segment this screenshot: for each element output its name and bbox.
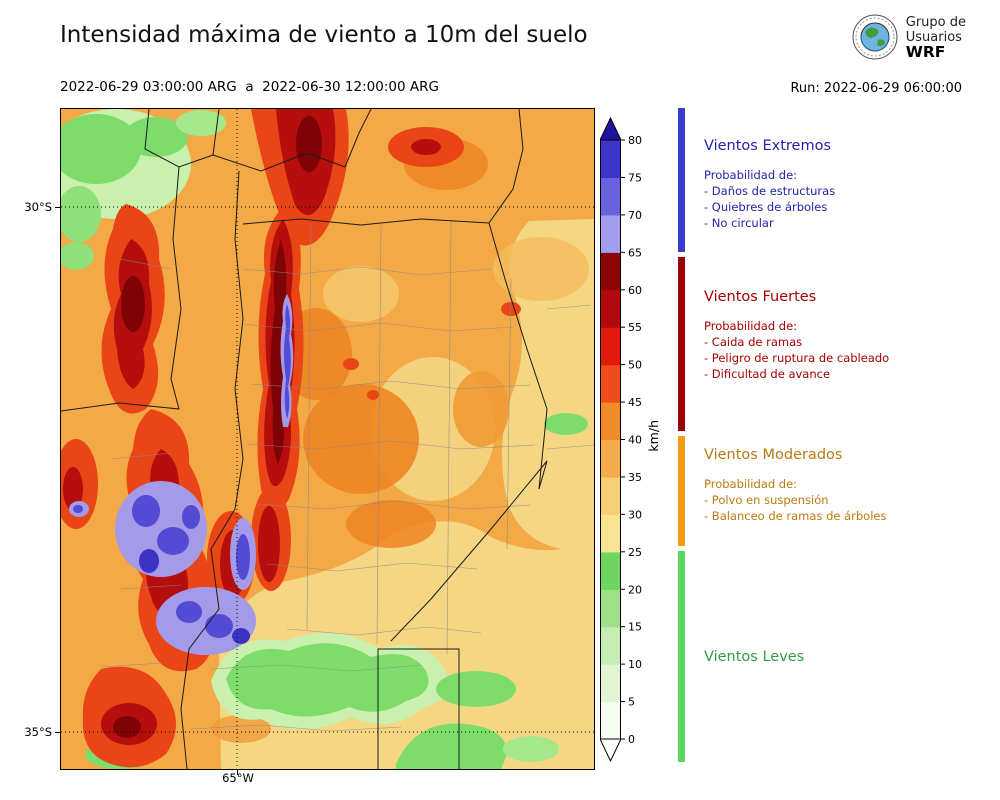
legend-item: - Polvo en suspensión bbox=[704, 493, 829, 507]
valid-date-range: 2022-06-29 03:00:00 ARG a 2022-06-30 12:… bbox=[60, 79, 439, 95]
model-run-label: Run: 2022-06-29 06:00:00 bbox=[790, 81, 962, 96]
legend-heading-fuertes: Vientos Fuertes bbox=[704, 289, 817, 305]
legend-bar-3 bbox=[678, 551, 685, 762]
svg-text:65: 65 bbox=[628, 246, 642, 259]
logo-wrf-label: WRF bbox=[905, 42, 946, 61]
wind-intensity-map bbox=[60, 108, 595, 770]
svg-text:20: 20 bbox=[628, 583, 642, 596]
wind-map-graphic bbox=[61, 109, 594, 769]
legend-item: - No circular bbox=[704, 216, 774, 230]
legend-section-0: Vientos Extremos Probabilidad de: - Daño… bbox=[704, 138, 989, 231]
globe-icon bbox=[852, 14, 898, 60]
legend-heading-leves: Vientos Leves bbox=[704, 649, 805, 665]
legend-section-3: Vientos Leves bbox=[704, 649, 989, 678]
svg-text:60: 60 bbox=[628, 284, 642, 297]
svg-text:0: 0 bbox=[628, 733, 635, 746]
svg-text:25: 25 bbox=[628, 546, 642, 559]
lon-tick-65w bbox=[237, 770, 238, 775]
lat-label-30s: 30°S bbox=[24, 200, 52, 214]
svg-text:45: 45 bbox=[628, 396, 642, 409]
legend-item: - Caida de ramas bbox=[704, 335, 803, 349]
legend-bar-2 bbox=[678, 436, 685, 546]
svg-text:35: 35 bbox=[628, 471, 642, 484]
legend-section-1: Vientos Fuertes Probabilidad de: - Caida… bbox=[704, 289, 989, 382]
legend-item: - Peligro de ruptura de cableado bbox=[704, 351, 890, 365]
lat-tick-30s bbox=[55, 207, 60, 208]
legend-heading-extremos: Vientos Extremos bbox=[704, 138, 832, 154]
legend-subheading: Probabilidad de: bbox=[704, 477, 798, 491]
legend-bar-1 bbox=[678, 257, 685, 431]
legend-bar-0 bbox=[678, 108, 685, 252]
svg-text:30: 30 bbox=[628, 508, 642, 521]
lat-label-35s: 35°S bbox=[24, 725, 52, 739]
legend-item: - Quiebres de árboles bbox=[704, 200, 828, 214]
lon-label-65w: 65°W bbox=[222, 771, 254, 785]
legend-item: - Daños de estructuras bbox=[704, 184, 836, 198]
colorbar-unit-label: km/h bbox=[646, 420, 661, 452]
page-title: Intensidad máxima de viento a 10m del su… bbox=[60, 22, 588, 48]
colorbar: 0 5 10 15 20 25 30 35 40 45 50 55 60 65 70 75 80 bbox=[600, 116, 642, 763]
svg-text:15: 15 bbox=[628, 621, 642, 634]
logo-org-line2: Usuarios bbox=[905, 29, 962, 45]
svg-text:70: 70 bbox=[628, 209, 642, 222]
wrf-users-group-logo: Grupo de Usuarios WRF bbox=[851, 13, 966, 61]
svg-text:10: 10 bbox=[628, 658, 642, 671]
svg-text:50: 50 bbox=[628, 359, 642, 372]
svg-text:40: 40 bbox=[628, 434, 642, 447]
svg-text:5: 5 bbox=[628, 696, 635, 709]
legend-subheading: Probabilidad de: bbox=[704, 319, 798, 333]
legend-item: - Dificultad de avance bbox=[704, 367, 831, 381]
svg-text:80: 80 bbox=[628, 134, 642, 147]
legend-section-2: Vientos Moderados Probabilidad de: - Pol… bbox=[704, 447, 989, 524]
legend-heading-moderados: Vientos Moderados bbox=[704, 447, 843, 463]
svg-text:75: 75 bbox=[628, 171, 642, 184]
svg-text:55: 55 bbox=[628, 321, 642, 334]
logo-org-line1: Grupo de bbox=[905, 14, 966, 30]
lat-tick-35s bbox=[55, 732, 60, 733]
legend-item: - Balanceo de ramas de árboles bbox=[704, 509, 887, 523]
legend-subheading: Probabilidad de: bbox=[704, 168, 798, 182]
